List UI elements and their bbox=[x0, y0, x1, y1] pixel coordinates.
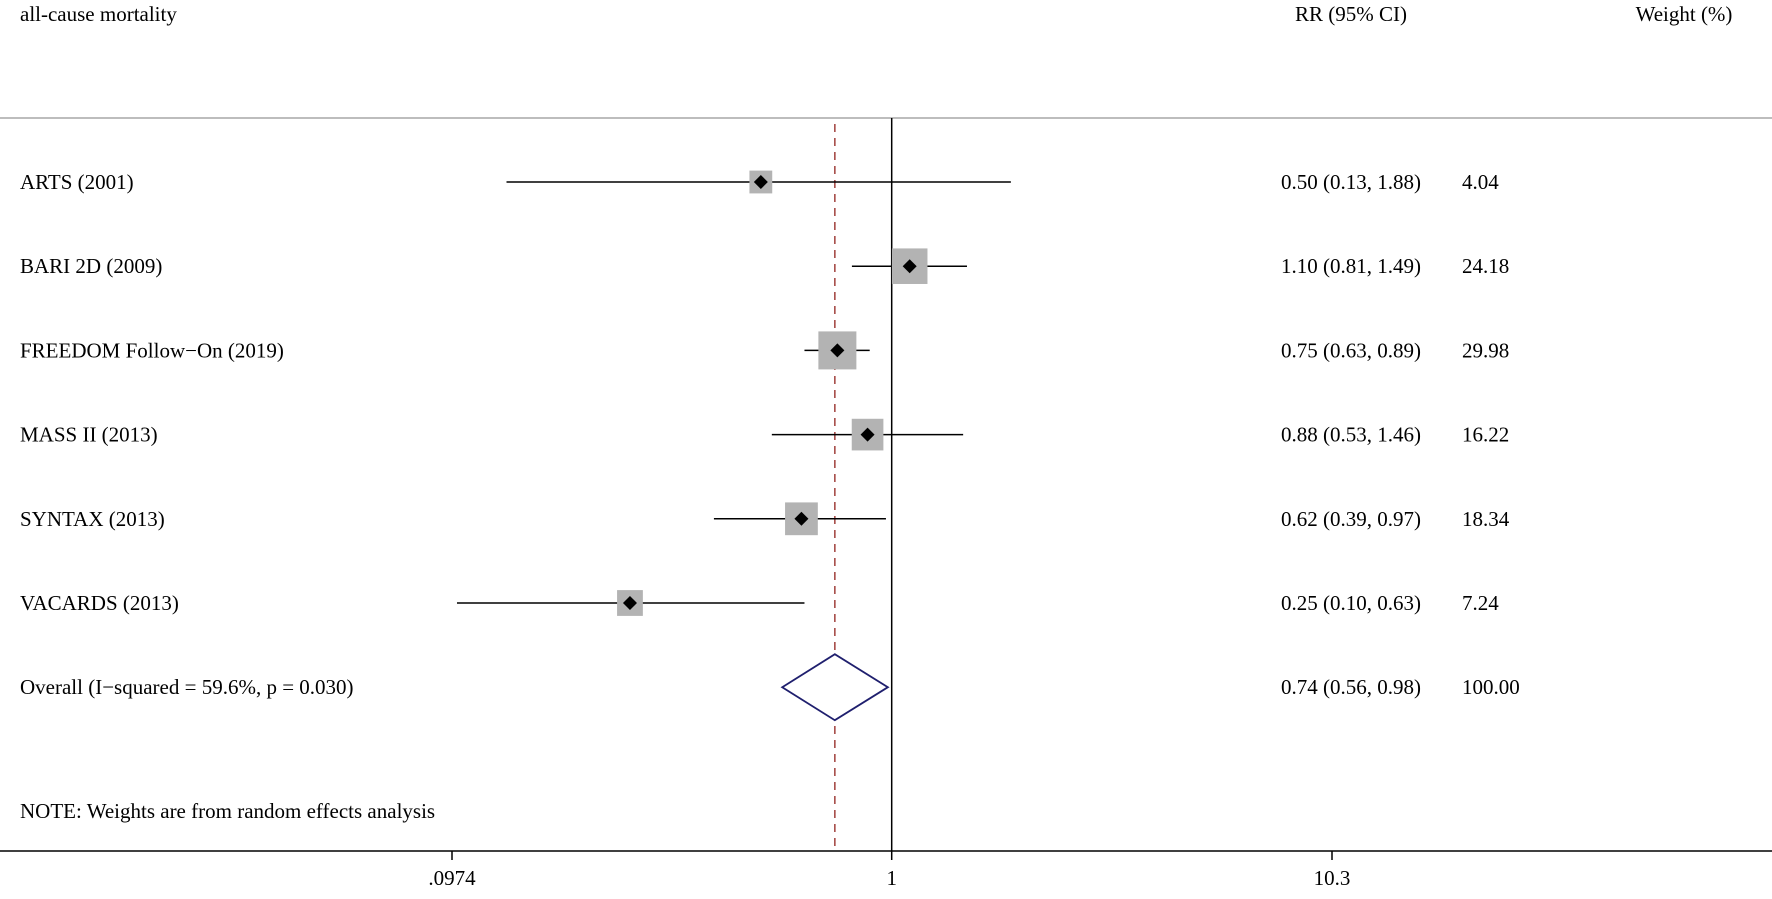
study-weight: 29.98 bbox=[1462, 338, 1509, 362]
study-label: VACARDS (2013) bbox=[20, 591, 179, 615]
study-label: ARTS (2001) bbox=[20, 170, 134, 194]
point-estimate bbox=[622, 596, 637, 610]
study-weight: 4.04 bbox=[1462, 170, 1499, 194]
overall-label: Overall (I−squared = 59.6%, p = 0.030) bbox=[20, 675, 354, 699]
study-weight: 24.18 bbox=[1462, 254, 1509, 278]
chart-marks: ARTS (2001) 0.50 (0.13, 1.88) 4.04 BARI 2D … bbox=[20, 118, 1520, 890]
x-tick-label: 1 bbox=[886, 866, 897, 890]
overall-weight: 100.00 bbox=[1462, 675, 1520, 699]
study-label: BARI 2D (2009) bbox=[20, 254, 162, 278]
study-label: SYNTAX (2013) bbox=[20, 507, 165, 531]
study-weight: 18.34 bbox=[1462, 507, 1510, 531]
overall-estimate: 0.74 (0.56, 0.98) bbox=[1281, 675, 1421, 699]
study-label: FREEDOM Follow−On (2019) bbox=[20, 338, 284, 362]
footnote: NOTE: Weights are from random effects an… bbox=[20, 799, 435, 823]
study-weight: 16.22 bbox=[1462, 423, 1509, 447]
overall-diamond bbox=[780, 653, 890, 722]
study-estimate: 1.10 (0.81, 1.49) bbox=[1281, 254, 1421, 278]
point-estimate bbox=[902, 259, 917, 274]
x-tick-label: .0974 bbox=[428, 866, 476, 890]
weight-column-header: Weight (%) bbox=[1636, 2, 1733, 26]
point-estimate bbox=[753, 175, 768, 189]
point-estimate bbox=[794, 511, 809, 526]
point-estimate bbox=[860, 427, 875, 442]
study-estimate: 0.88 (0.53, 1.46) bbox=[1281, 423, 1421, 447]
point-estimate bbox=[830, 343, 845, 358]
x-tick-label: 10.3 bbox=[1314, 866, 1351, 890]
study-label: MASS II (2013) bbox=[20, 423, 158, 447]
study-estimate: 0.25 (0.10, 0.63) bbox=[1281, 591, 1421, 615]
study-estimate: 0.50 (0.13, 1.88) bbox=[1281, 170, 1421, 194]
chart-title: all-cause mortality bbox=[20, 2, 177, 26]
study-weight: 7.24 bbox=[1462, 591, 1499, 615]
estimate-column-header: RR (95% CI) bbox=[1295, 2, 1407, 26]
study-estimate: 0.62 (0.39, 0.97) bbox=[1281, 507, 1421, 531]
study-estimate: 0.75 (0.63, 0.89) bbox=[1281, 338, 1421, 362]
